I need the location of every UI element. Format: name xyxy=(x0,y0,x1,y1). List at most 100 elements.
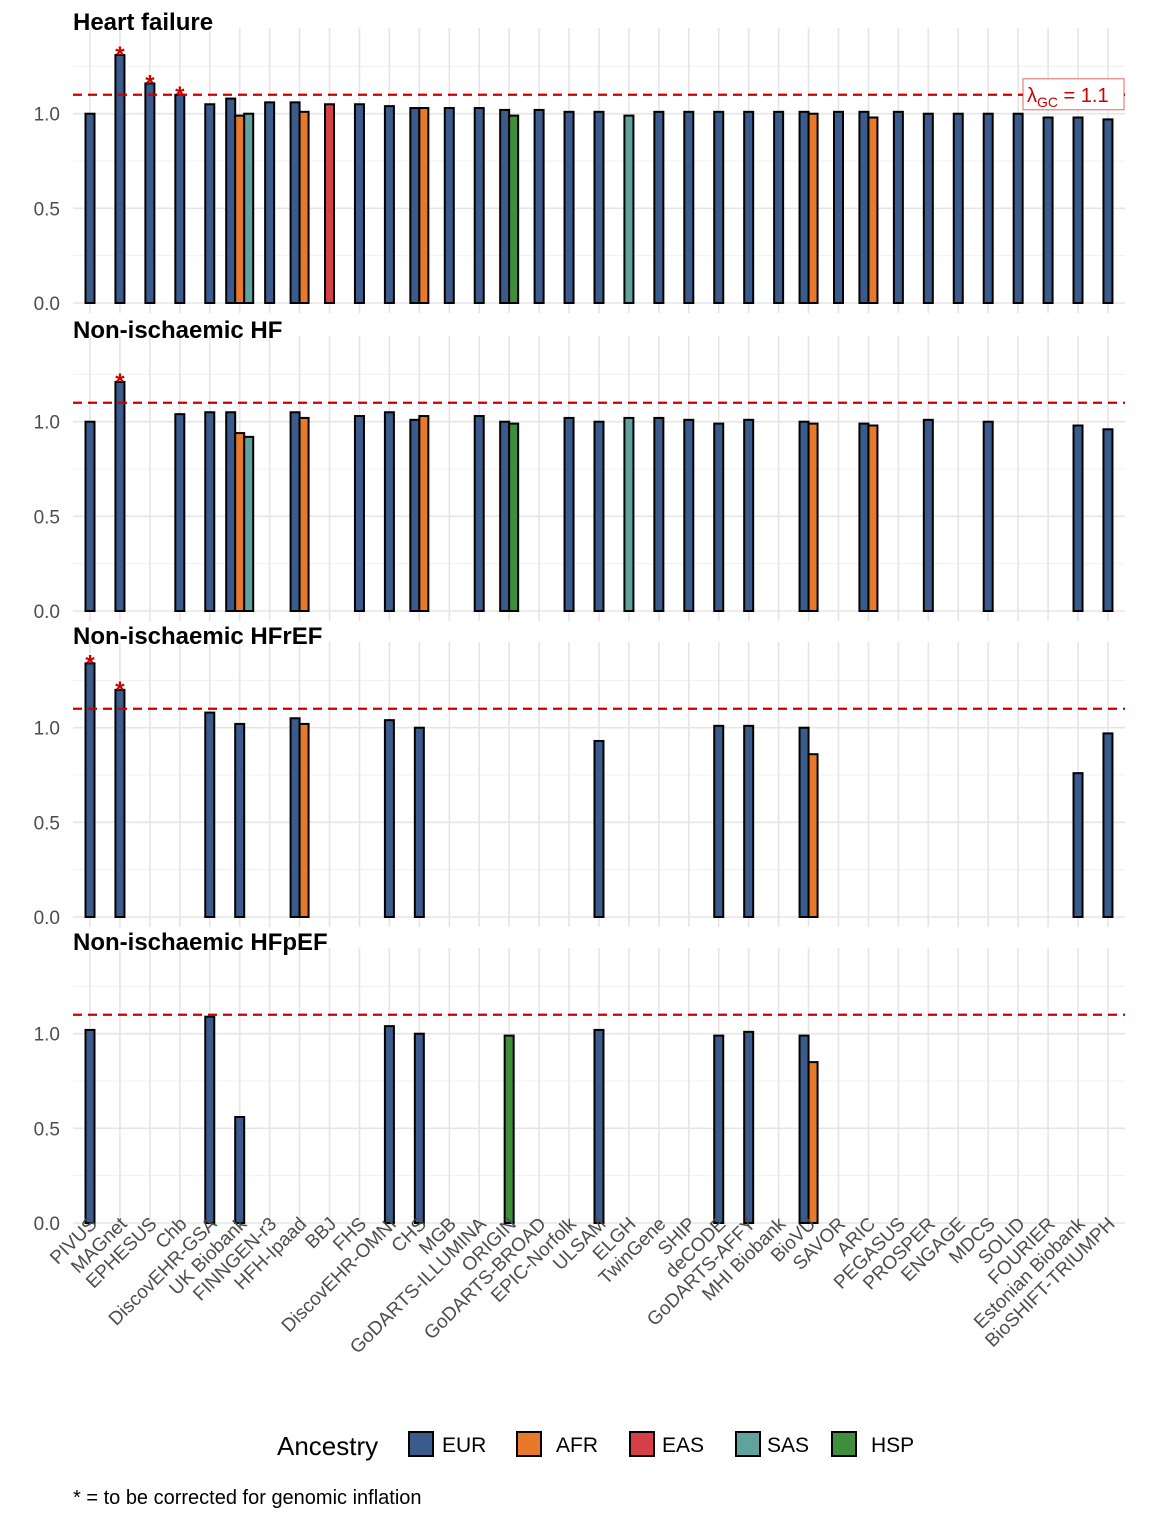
significance-star: * xyxy=(115,42,125,69)
bar xyxy=(324,103,336,304)
bar xyxy=(1042,116,1054,304)
bar xyxy=(418,415,430,612)
bar xyxy=(353,103,365,304)
legend-swatch xyxy=(831,1431,857,1457)
bar xyxy=(807,112,819,305)
bar xyxy=(225,97,237,304)
bar xyxy=(409,107,421,304)
bar xyxy=(204,411,216,612)
panel-3: 0.0 0.5 1.0 Non-ischaemic HFpEF xyxy=(34,929,1125,1235)
bar xyxy=(499,108,511,304)
bar xyxy=(982,112,994,305)
bar xyxy=(593,1028,605,1225)
panel-title: Heart failure xyxy=(73,9,213,36)
bar xyxy=(713,110,725,304)
bar xyxy=(858,110,870,304)
significance-star: * xyxy=(85,650,95,677)
bar xyxy=(623,114,635,304)
bar xyxy=(867,424,879,612)
legend-swatch xyxy=(516,1431,542,1457)
bar xyxy=(353,415,365,612)
bar xyxy=(743,1030,755,1224)
bar xyxy=(653,416,665,612)
bar xyxy=(713,724,725,918)
panel-1: 0.0 0.5 1.0 Non-ischaemic HF * xyxy=(34,317,1125,623)
bar xyxy=(593,110,605,304)
bar xyxy=(289,411,301,612)
bar xyxy=(264,101,276,304)
y-tick-label: 1.0 xyxy=(34,719,60,740)
bar xyxy=(243,112,255,305)
bar xyxy=(563,416,575,612)
bar xyxy=(234,432,246,613)
bar xyxy=(533,108,545,304)
bar xyxy=(383,411,395,612)
bar xyxy=(114,688,126,918)
bar xyxy=(204,103,216,304)
bar xyxy=(1102,732,1114,919)
bar xyxy=(204,711,216,918)
bar xyxy=(1072,424,1084,612)
bar xyxy=(683,418,695,613)
legend: Ancestry EUR AFR EAS SAS HSP xyxy=(277,1431,914,1461)
y-tick-label: 1.0 xyxy=(34,105,60,126)
y-tick-label: 0.0 xyxy=(34,602,60,623)
bar xyxy=(833,110,844,304)
bar xyxy=(298,722,310,919)
y-tick-label: 1.0 xyxy=(34,413,60,434)
bar xyxy=(243,435,255,612)
bar xyxy=(563,110,575,304)
bar xyxy=(144,82,156,304)
bar xyxy=(508,114,520,304)
bar xyxy=(922,418,934,613)
bar xyxy=(798,110,810,304)
bar xyxy=(743,110,755,304)
bar xyxy=(84,1028,96,1225)
bar xyxy=(174,413,186,612)
bar xyxy=(807,1061,819,1225)
y-tick-label: 0.5 xyxy=(34,1119,60,1140)
panel-title: Non-ischaemic HFpEF xyxy=(73,929,328,956)
bar xyxy=(713,422,725,612)
bar xyxy=(922,112,934,305)
bar xyxy=(867,116,879,304)
bar xyxy=(114,54,126,304)
legend-label: AFR xyxy=(556,1434,598,1457)
bar xyxy=(413,1032,425,1224)
legend-swatch xyxy=(629,1431,655,1457)
lambda-label: λGC = 1.1 xyxy=(1027,85,1109,110)
bar xyxy=(234,722,246,919)
bar xyxy=(84,662,96,918)
legend-title: Ancestry xyxy=(277,1431,378,1461)
bar xyxy=(473,107,485,304)
bar xyxy=(234,114,246,304)
legend-label: EAS xyxy=(662,1434,704,1457)
bar xyxy=(653,110,665,304)
bar xyxy=(409,418,421,613)
bar xyxy=(593,739,605,919)
bar xyxy=(1072,116,1084,304)
bar xyxy=(1012,112,1024,305)
legend-label: HSP xyxy=(871,1434,914,1457)
bar xyxy=(383,719,395,919)
bar xyxy=(743,418,755,613)
bar xyxy=(383,1025,395,1224)
significance-star: * xyxy=(115,677,125,704)
bar xyxy=(503,1034,515,1225)
bar xyxy=(289,717,301,918)
bar xyxy=(798,420,810,613)
bar xyxy=(683,110,695,304)
bar xyxy=(1072,772,1084,919)
bar xyxy=(743,724,755,918)
bar xyxy=(982,420,994,613)
y-tick-label: 0.5 xyxy=(34,813,60,834)
bar xyxy=(204,1015,216,1225)
bar xyxy=(114,380,126,613)
bar xyxy=(298,110,310,304)
bar xyxy=(593,420,605,613)
bar xyxy=(298,416,310,612)
bar xyxy=(84,420,96,613)
panel-title: Non-ischaemic HF xyxy=(73,317,282,344)
